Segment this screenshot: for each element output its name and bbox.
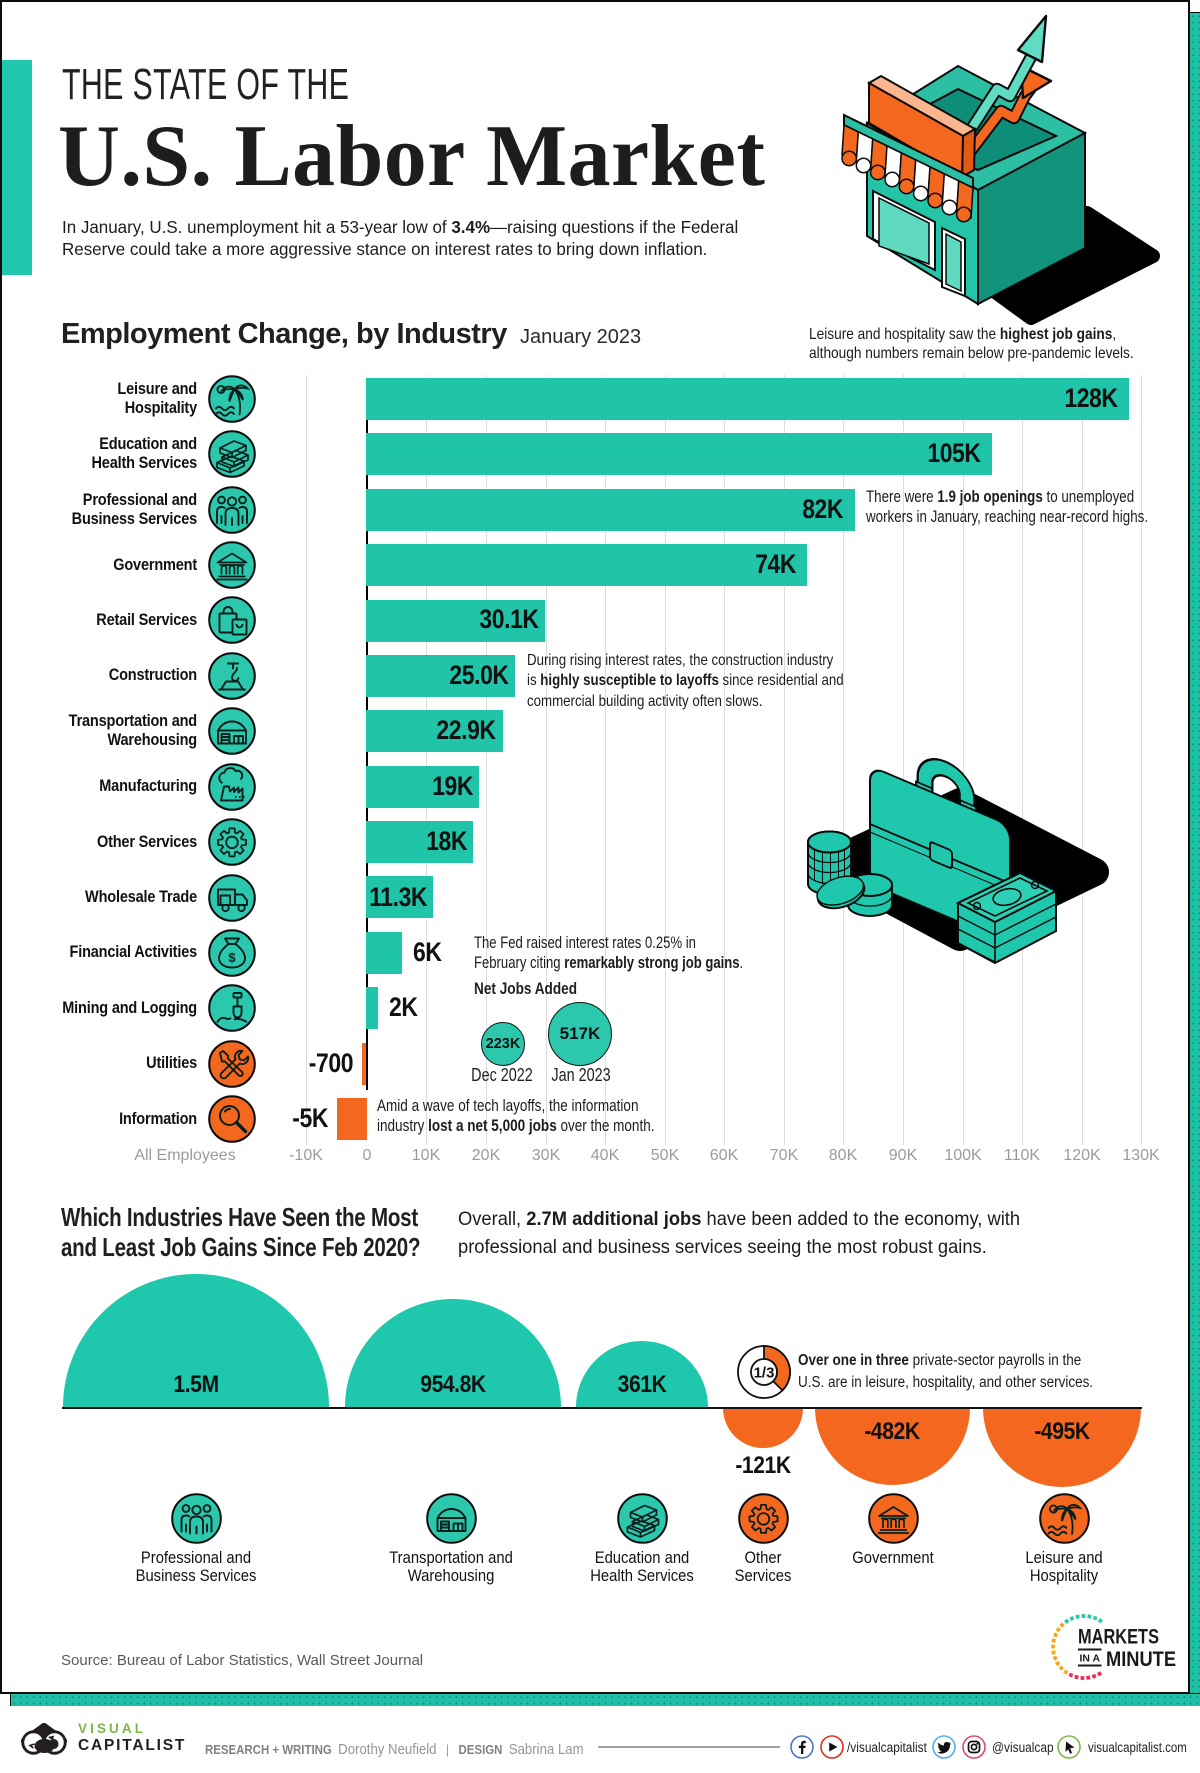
svg-text:MARKETS: MARKETS [1078, 1626, 1159, 1649]
svg-text:MINUTE: MINUTE [1106, 1648, 1176, 1671]
svg-text:1/3: 1/3 [754, 1365, 775, 1382]
svg-text:IN A: IN A [1080, 1653, 1101, 1665]
